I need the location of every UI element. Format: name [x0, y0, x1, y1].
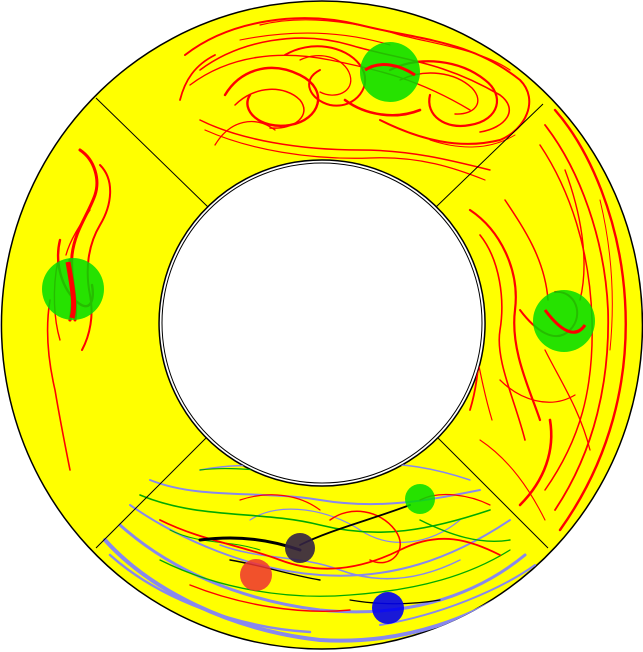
sector-top-dye — [179, 17, 531, 181]
marker-bottom-green — [405, 484, 435, 514]
inner-hole — [161, 162, 483, 484]
marker-right-overlay — [543, 309, 587, 334]
marker-top-overlay — [364, 63, 416, 77]
markers — [42, 42, 595, 624]
marker-bottom-blue — [372, 592, 404, 624]
marker-right — [533, 290, 595, 352]
marker-bottom-red — [240, 559, 272, 591]
marker-top — [360, 42, 420, 102]
marker-bottom-dark — [285, 533, 315, 563]
marker-left-overlay — [65, 261, 77, 319]
sector-dividers — [95, 97, 549, 549]
